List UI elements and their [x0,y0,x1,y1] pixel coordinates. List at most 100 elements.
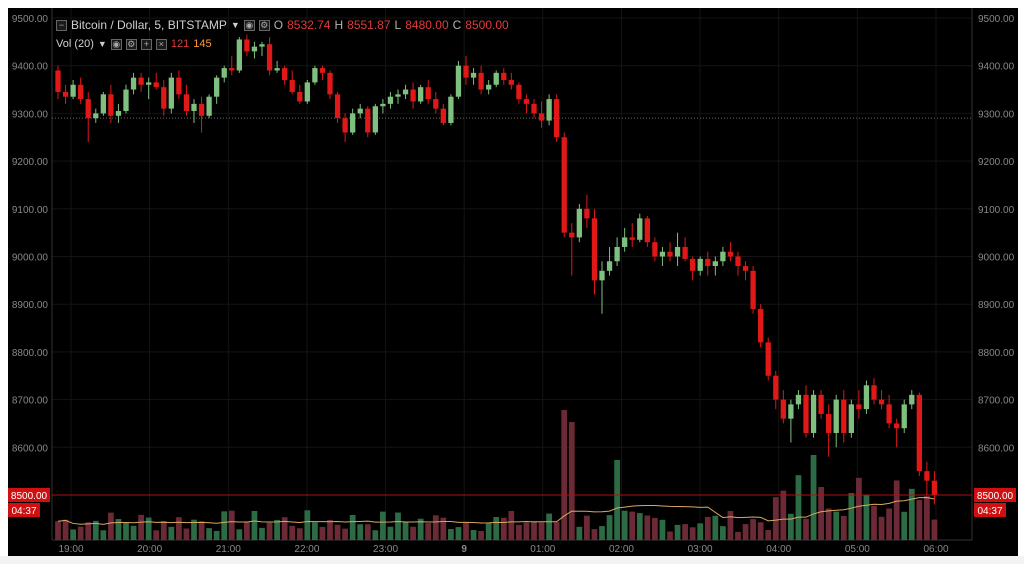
candle-body [221,68,227,78]
candle-body [826,413,832,433]
candle-body [916,394,922,472]
settings-icon[interactable]: ⚙ [125,38,137,50]
candle-body [554,99,560,138]
candle-body [773,375,779,400]
candle-body [327,72,333,95]
x-tick-label: 04:00 [766,544,791,555]
volume-bar [289,525,296,540]
volume-bar [334,524,341,540]
volume-bar [213,530,220,540]
close-label: C [452,18,462,32]
x-tick-label: 03:00 [688,544,713,555]
candle-body [705,258,711,267]
candle-body [183,94,190,112]
candle-body [523,99,530,104]
volume-bar [659,519,666,540]
candle-body [818,394,824,414]
candle-body [380,103,386,107]
volume-bar [372,530,379,540]
volume-bar [198,521,205,540]
candle-body [418,87,424,102]
volume-bar [712,515,719,540]
volume-bar [296,528,303,540]
candle-body [282,68,288,81]
volume-bar [614,460,620,540]
candle-body [591,218,598,281]
candle-body [614,246,620,262]
volume-bar [145,517,152,540]
candlestick-chart[interactable]: 9500.00 9500.00 9400.00 9400.00 9300.00 9300.… [8,8,1018,556]
candle-body [214,77,220,97]
collapse-icon[interactable]: − [56,19,67,31]
candle-body [569,232,575,238]
volume-bar [130,525,137,540]
y-tick-label-left: 8800.00 [12,348,49,359]
volume-bar [523,522,530,540]
volume-bar [576,526,583,540]
close-icon[interactable]: × [155,38,167,50]
add-icon[interactable]: + [140,38,152,50]
volume-bar [780,490,787,540]
volume-bar [636,513,643,540]
candle-body [561,137,567,233]
volume-bar [448,529,454,540]
volume-bar [62,519,69,540]
candle-body [810,394,817,433]
x-tick-label: 21:00 [216,544,241,555]
y-tick-label-left: 9200.00 [12,157,49,168]
volume-bar [795,475,802,540]
eye-icon[interactable]: ◉ [243,19,255,31]
volume-ma-line [57,497,935,525]
candle-body [244,39,250,52]
y-tick-label-left: 8700.00 [12,396,49,407]
candle-body [758,308,764,343]
eye-icon[interactable]: ◉ [110,38,122,50]
volume-bar [878,516,885,540]
candle-body [622,237,628,247]
volume-label[interactable]: Vol (20) [56,38,94,50]
candle-body [206,96,212,116]
candle-body [297,91,303,102]
volume-bar [863,495,870,540]
y-tick-label-right: 8600.00 [978,443,1015,454]
volume-bar [886,508,892,540]
volume-value: 121 [170,38,190,50]
candle-body [78,84,84,100]
settings-icon[interactable]: ⚙ [258,19,270,31]
candle-body [780,399,786,419]
candle-body [93,113,99,119]
candle-body [901,404,907,429]
candle-body [266,44,273,71]
candle-body [478,72,484,90]
volume-bar [772,497,779,540]
volume-bar [168,526,175,540]
chevron-down-icon[interactable]: ▼ [230,20,240,30]
volume-bar [538,522,545,540]
volume-bar [833,511,840,540]
candle-body [742,266,749,271]
candle-body [606,261,613,271]
candle-body [674,246,681,257]
candle-body [629,237,635,240]
symbol-title[interactable]: Bitcoin / Dollar, 5, BITSTAMP [71,18,227,32]
volume-bar [100,530,107,540]
volume-bar [342,528,348,540]
y-tick-label-right: 8700.00 [978,396,1015,407]
candle-body [55,70,61,92]
chevron-down-icon[interactable]: ▼ [97,39,107,49]
candle-body [229,68,235,71]
volume-bar [244,522,250,540]
volume-bar [417,518,424,540]
volume-bar [742,524,749,540]
volume-bar [697,523,704,540]
y-tick-label-right: 9400.00 [978,62,1015,73]
y-tick-label-left: 9500.00 [12,14,49,25]
volume-bar [432,515,439,540]
candle-body [576,208,582,238]
candle-body [735,256,741,267]
volume-bar [410,526,416,540]
chart-frame: 9500.00 9500.00 9400.00 9400.00 9300.00 9300.… [8,8,1018,556]
volume-bar [259,527,265,540]
volume-bar [92,520,99,540]
